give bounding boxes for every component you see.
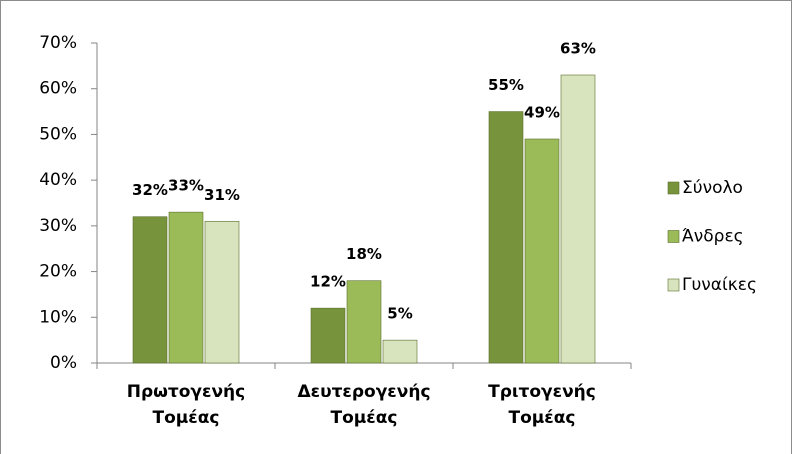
bar: [310, 307, 346, 364]
bar: [346, 280, 382, 364]
bar: [204, 220, 240, 364]
x-tick-label: Δευτερογενής Τομέας: [297, 382, 431, 428]
data-label: 33%: [168, 177, 204, 195]
y-tick-label: 60%: [39, 79, 77, 99]
bar: [382, 339, 418, 364]
legend-swatch: [667, 230, 680, 243]
data-label: 31%: [204, 186, 240, 204]
data-label: 5%: [387, 305, 412, 323]
bar: [560, 74, 596, 364]
legend-label: Σύνολο: [682, 178, 743, 198]
y-tick-label: 10%: [39, 307, 77, 327]
bar: [168, 211, 204, 364]
legend-label: Γυναίκες: [682, 275, 757, 295]
y-tick-label: 20%: [39, 262, 77, 282]
data-label: 63%: [560, 40, 596, 58]
x-tick-label: Τριτογενής Τομέας: [488, 382, 596, 428]
y-tick-label: 30%: [39, 216, 77, 236]
data-label: 55%: [488, 76, 524, 94]
data-label: 49%: [524, 104, 560, 122]
legend-swatch: [667, 181, 680, 195]
data-label: 32%: [132, 181, 168, 199]
bar: [132, 216, 168, 364]
legend-swatch: [667, 278, 680, 292]
y-tick-label: 50%: [39, 124, 77, 144]
data-label: 12%: [310, 273, 346, 291]
y-tick-label: 40%: [39, 170, 77, 190]
data-label: 18%: [346, 245, 382, 263]
y-tick-label: 70%: [39, 33, 77, 53]
x-tick-label: Πρωτογενής Τομέας: [126, 382, 246, 428]
bar: [488, 111, 524, 364]
legend-label: Άνδρες: [682, 227, 744, 247]
bar: [524, 138, 560, 364]
y-tick-label: 0%: [50, 353, 77, 373]
